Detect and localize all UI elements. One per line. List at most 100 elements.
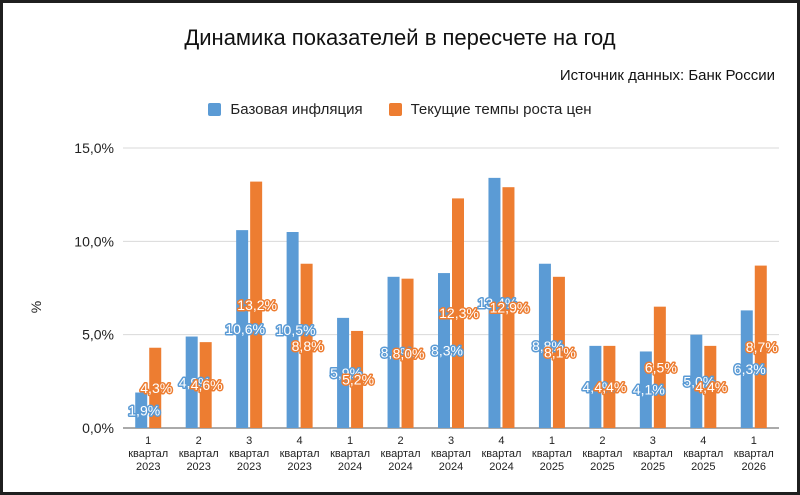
y-tick-label: 10,0%	[74, 233, 114, 249]
x-tick-label: 1	[347, 435, 353, 447]
bar-base-inflation	[639, 351, 652, 428]
x-tick-label: квартал	[734, 448, 774, 460]
bar-base-inflation	[438, 273, 450, 428]
data-label: 5,0%	[683, 373, 715, 389]
bar-price-growth	[704, 345, 717, 428]
x-tick-label: квартал	[633, 448, 673, 460]
x-tick-label: 4	[700, 435, 706, 447]
data-label: 4,3%	[140, 380, 172, 396]
data-label: 8,7%	[746, 339, 778, 355]
data-label: 8,8%	[532, 338, 564, 354]
x-tick-label: 3	[448, 435, 454, 447]
data-label: 4,6%	[191, 377, 223, 393]
legend-label-base-inflation: Базовая инфляция	[230, 101, 363, 118]
data-label: 6,5%	[645, 359, 677, 375]
chart-title: Динамика показателей в пересчете на год	[184, 25, 616, 50]
y-tick-label: 0,0%	[82, 420, 114, 436]
x-tick-label: 2023	[186, 461, 210, 473]
x-tick-label: 2023	[237, 461, 261, 473]
x-tick-label: квартал	[179, 448, 219, 460]
x-tick-label: квартал	[229, 448, 269, 460]
data-label: 8,3%	[431, 343, 463, 359]
data-label: 10,6%	[225, 321, 265, 337]
bar-price-growth	[199, 342, 212, 428]
x-tick-label: 2024	[439, 461, 463, 473]
data-label: 4,9%	[179, 374, 211, 390]
bar-price-growth	[754, 265, 767, 428]
bar-price-growth	[401, 278, 414, 428]
y-tick-label: 15,0%	[74, 140, 114, 156]
bar-base-inflation	[387, 276, 400, 428]
legend-label-price-growth: Текущие темпы роста цен	[410, 101, 592, 118]
data-label: 12,9%	[490, 300, 530, 316]
x-tick-label: 2	[599, 435, 605, 447]
x-tick-label: 4	[297, 435, 303, 447]
bar-price-growth	[300, 263, 313, 428]
x-tick-label: квартал	[683, 448, 723, 460]
bar-base-inflation	[286, 232, 299, 428]
chart-subtitle: Источник данных: Банк России	[559, 67, 775, 84]
bar-price-growth	[653, 306, 666, 428]
x-tick-label: 2	[196, 435, 202, 447]
bar-base-inflation	[337, 317, 350, 428]
x-tick-label: 2023	[136, 461, 160, 473]
bar-price-growth	[250, 181, 263, 428]
legend-swatch-base-inflation	[208, 103, 222, 116]
x-tick-label: 2025	[641, 461, 665, 473]
x-tick-label: 3	[650, 435, 656, 447]
y-axis-label: %	[28, 301, 44, 313]
data-label: 4,1%	[633, 382, 665, 398]
x-tick-label: 3	[246, 435, 252, 447]
data-label: 8,8%	[292, 338, 324, 354]
x-tick-label: квартал	[280, 448, 320, 460]
x-tick-label: 2026	[742, 461, 766, 473]
bar-base-inflation	[236, 230, 249, 428]
bar-base-inflation	[185, 336, 198, 428]
x-tick-label: 2025	[590, 461, 614, 473]
x-tick-label: 2025	[540, 461, 564, 473]
x-tick-label: 2024	[388, 461, 412, 473]
x-tick-label: квартал	[532, 448, 572, 460]
x-tick-label: квартал	[582, 448, 622, 460]
data-label: 4,4%	[695, 379, 727, 395]
x-tick-label: 1	[549, 435, 555, 447]
legend-item-price-growth: Текущие темпы роста цен	[388, 101, 592, 118]
x-tick-label: квартал	[481, 448, 521, 460]
data-label: 8,1%	[381, 344, 413, 360]
chart-plot: % 0,0%5,0%10,0%15,0%1квартал20231,9%4,3%…	[28, 140, 779, 473]
data-label: 10,5%	[276, 322, 316, 338]
data-label: 4,4%	[582, 379, 614, 395]
bar-price-growth	[149, 347, 162, 428]
data-label: 1,9%	[128, 402, 160, 418]
bar-price-growth	[603, 345, 616, 428]
bar-price-growth	[502, 187, 515, 428]
bar-price-growth	[552, 276, 565, 428]
bar-price-growth	[452, 198, 464, 428]
bar-base-inflation	[538, 263, 551, 428]
x-tick-label: квартал	[128, 448, 168, 460]
legend-item-base-inflation: Базовая инфляция	[208, 101, 363, 118]
data-label: 12,3%	[439, 305, 479, 321]
bar-price-growth	[351, 330, 364, 428]
y-tick-label: 5,0%	[82, 327, 114, 343]
bar-base-inflation	[488, 177, 501, 428]
data-label: 13,2%	[237, 297, 277, 313]
data-label: 5,2%	[342, 371, 374, 387]
x-tick-label: 1	[751, 435, 757, 447]
legend-swatch-price-growth	[388, 103, 402, 116]
data-label: 4,4%	[594, 379, 626, 395]
x-tick-label: квартал	[431, 448, 471, 460]
bar-base-inflation	[589, 345, 602, 428]
x-tick-label: 4	[498, 435, 504, 447]
x-tick-label: 2023	[287, 461, 311, 473]
x-tick-label: 1	[145, 435, 151, 447]
data-label: 8,0%	[393, 345, 425, 361]
bar-base-inflation	[690, 334, 703, 428]
x-tick-label: 2024	[489, 461, 513, 473]
x-tick-label: 2024	[338, 461, 362, 473]
data-label: 6,3%	[734, 361, 766, 377]
x-tick-label: 2	[397, 435, 403, 447]
x-tick-label: 2025	[691, 461, 715, 473]
data-label: 5,9%	[330, 365, 362, 381]
